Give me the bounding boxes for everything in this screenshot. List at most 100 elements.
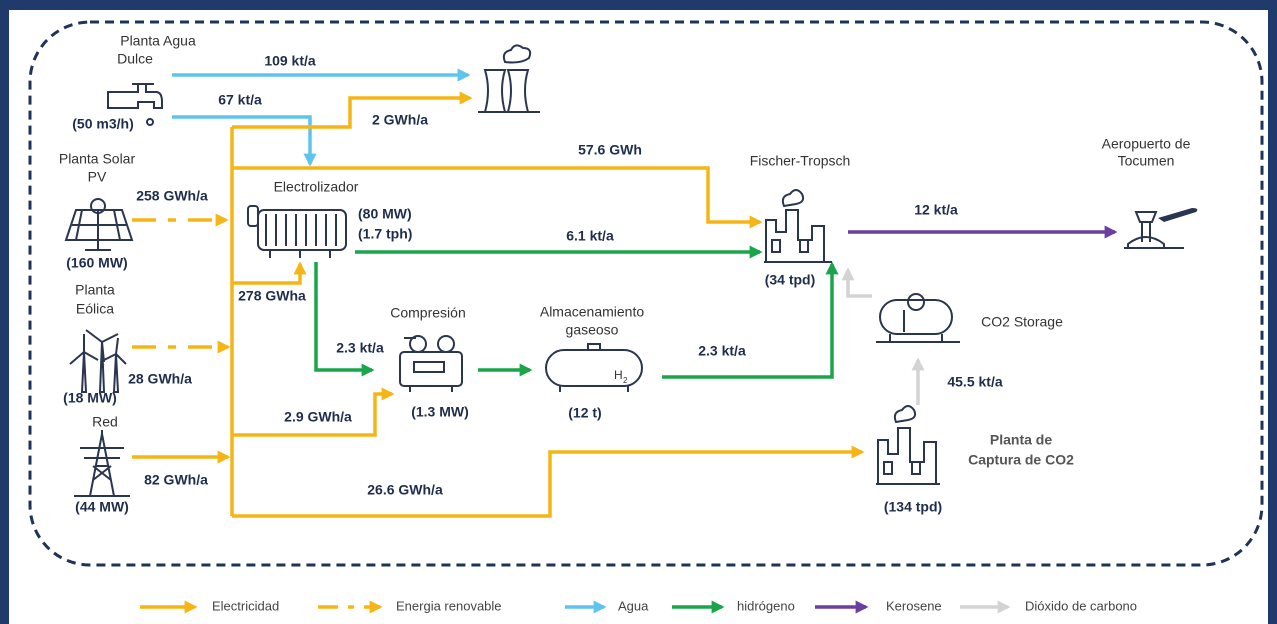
node-label: Planta Agua — [120, 33, 196, 49]
flow-line — [841, 267, 872, 298]
node-label: gaseoso — [566, 322, 619, 338]
node-spec: (18 MW) — [63, 390, 117, 406]
flows — [132, 68, 1118, 518]
shape — [883, 461, 893, 475]
icon-text: H — [614, 368, 623, 382]
shape — [545, 349, 643, 387]
node-spec: (44 MW) — [75, 499, 129, 515]
flow-label: 6.1 kt/a — [566, 228, 614, 244]
flow-label: 278 GWha — [238, 288, 306, 304]
icon-text: 2 — [623, 376, 628, 385]
factory-icon — [764, 189, 832, 263]
flow-line — [232, 445, 865, 518]
flow-line — [232, 261, 307, 285]
shape — [257, 209, 347, 251]
node-label: PV — [88, 169, 107, 185]
wind-icon — [69, 329, 127, 393]
node-label: Captura de CO2 — [968, 452, 1074, 468]
node-label: Fischer-Tropsch — [750, 153, 851, 169]
shape — [107, 83, 163, 109]
legend-label: Energia renovable — [396, 598, 502, 613]
flow-label: 2.9 GWh/a — [284, 409, 352, 425]
cooling-tower-icon — [478, 44, 540, 113]
node-spec: (134 tpd) — [884, 499, 942, 515]
shape — [90, 198, 106, 214]
compressor-icon — [399, 335, 463, 392]
tank-icon — [545, 343, 643, 392]
node-label: Almacenamiento — [540, 304, 644, 320]
node-label: Aeropuerto de — [1102, 136, 1191, 152]
flow-line — [662, 261, 839, 379]
shape — [74, 430, 130, 497]
node-spec: (50 m3/h) — [72, 116, 133, 132]
node-label: Electrolizador — [274, 179, 359, 195]
node-labels: Planta Agua Dulce (50 m3/h) Planta Solar… — [59, 33, 1191, 515]
capture-icon — [876, 405, 940, 485]
flow-line — [232, 91, 473, 129]
legend-label: Kerosene — [886, 598, 942, 613]
legend: Electricidad Energia renovable Agua hidr… — [140, 598, 1137, 614]
co2-storage-icon — [876, 293, 960, 343]
flow-labels: 109 kt/a 67 kt/a 2 GWh/a 57.6 GWh 258 GW… — [128, 53, 1003, 498]
node-label: CO2 Storage — [981, 314, 1063, 330]
shape — [399, 351, 463, 387]
shape — [502, 44, 532, 64]
pylon-icon — [74, 430, 130, 497]
legend-label: Agua — [618, 598, 649, 613]
legend-label: Electricidad — [212, 598, 279, 613]
panel — [9, 10, 1268, 624]
node-label: Red — [92, 414, 118, 430]
flow-label: 67 kt/a — [218, 92, 262, 108]
shape — [146, 118, 154, 126]
flow-line — [232, 387, 395, 437]
flow-line — [172, 115, 317, 167]
node-spec: (160 MW) — [66, 255, 127, 271]
boundary — [28, 20, 1264, 567]
shape — [559, 343, 629, 392]
shape — [1158, 208, 1198, 222]
shape — [799, 239, 809, 253]
flow-label: 28 GWh/a — [128, 371, 192, 387]
shape — [413, 361, 445, 373]
node-label: Tocumen — [1118, 153, 1175, 169]
shape — [64, 209, 134, 251]
legend-label: hidrógeno — [737, 598, 795, 613]
shape — [911, 461, 921, 475]
node-spec: (1.3 MW) — [411, 404, 469, 420]
shape — [265, 214, 337, 258]
flow-label: 45.5 kt/a — [947, 374, 1002, 390]
node-label: Dulce — [117, 51, 153, 67]
shape — [764, 209, 832, 263]
faucet-icon — [107, 83, 163, 126]
shape — [69, 329, 127, 393]
shape — [409, 335, 427, 353]
shape — [879, 299, 953, 335]
node-label: Planta de — [990, 432, 1052, 448]
shape — [893, 405, 917, 424]
node-spec: (1.7 tph) — [358, 226, 412, 242]
flow-label: 258 GWh/a — [136, 188, 208, 204]
flow-label: 2 GWh/a — [372, 112, 428, 128]
flow-label: 57.6 GWh — [578, 142, 642, 158]
shape — [437, 335, 455, 353]
legend-label: Dióxido de carbono — [1025, 598, 1137, 613]
solar-icon — [64, 198, 134, 251]
airport-icon — [1124, 208, 1198, 249]
node-spec: (34 tpd) — [765, 272, 816, 288]
shape — [478, 69, 540, 113]
node-spec: (12 t) — [568, 405, 601, 421]
flow-line — [314, 262, 375, 377]
flow-label: 82 GWh/a — [144, 472, 208, 488]
shape — [771, 239, 781, 253]
icons — [64, 44, 1198, 497]
shape — [404, 337, 453, 392]
node-label: Eólica — [76, 301, 114, 317]
node-label: Planta Solar — [59, 151, 136, 167]
flow-label: 109 kt/a — [264, 53, 316, 69]
node-label: Planta — [75, 282, 115, 298]
shape — [876, 310, 960, 343]
shape — [247, 205, 259, 227]
flow-label: 12 kt/a — [914, 202, 958, 218]
